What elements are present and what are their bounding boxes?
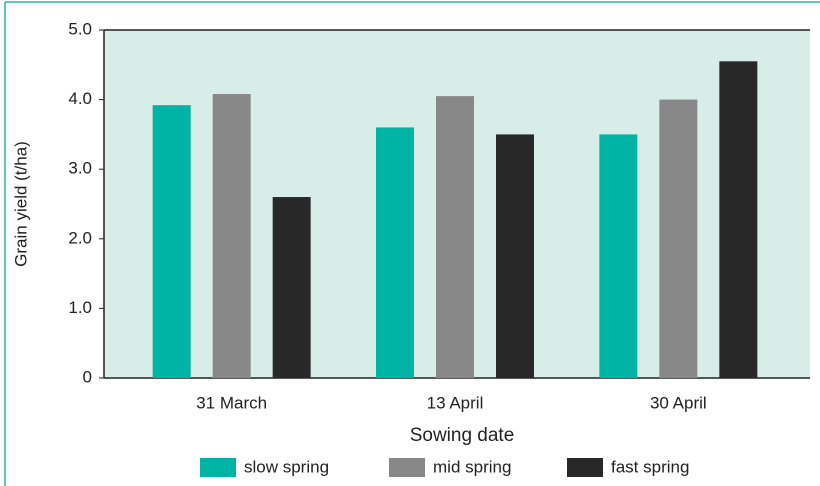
y-axis-label: Grain yield (t/ha) [11, 141, 30, 267]
bar [436, 96, 474, 379]
x-tick-label: 31 March [196, 393, 267, 412]
bar [272, 197, 311, 378]
y-tick-label: 3.0 [68, 159, 92, 178]
bar [659, 99, 698, 378]
legend-label: slow spring [244, 457, 329, 476]
x-tick-label: 30 April [650, 393, 707, 412]
y-tick-label: 4.0 [68, 89, 92, 108]
bar [376, 127, 414, 378]
bar [152, 105, 191, 378]
y-tick-label: 0 [83, 367, 92, 386]
legend-label: fast spring [611, 457, 689, 476]
y-tick-label: 5.0 [68, 19, 92, 38]
bar [719, 61, 758, 378]
bar [599, 134, 638, 378]
bar [496, 134, 534, 378]
bar [212, 94, 251, 379]
y-tick-label: 1.0 [68, 298, 92, 317]
y-tick-label: 2.0 [68, 228, 92, 247]
legend-swatch [389, 458, 425, 477]
x-tick-label: 13 April [427, 393, 484, 412]
x-axis-label: Sowing date [410, 425, 515, 446]
legend-label: mid spring [433, 457, 511, 476]
legend-swatch [200, 458, 236, 477]
legend-swatch [567, 458, 603, 477]
